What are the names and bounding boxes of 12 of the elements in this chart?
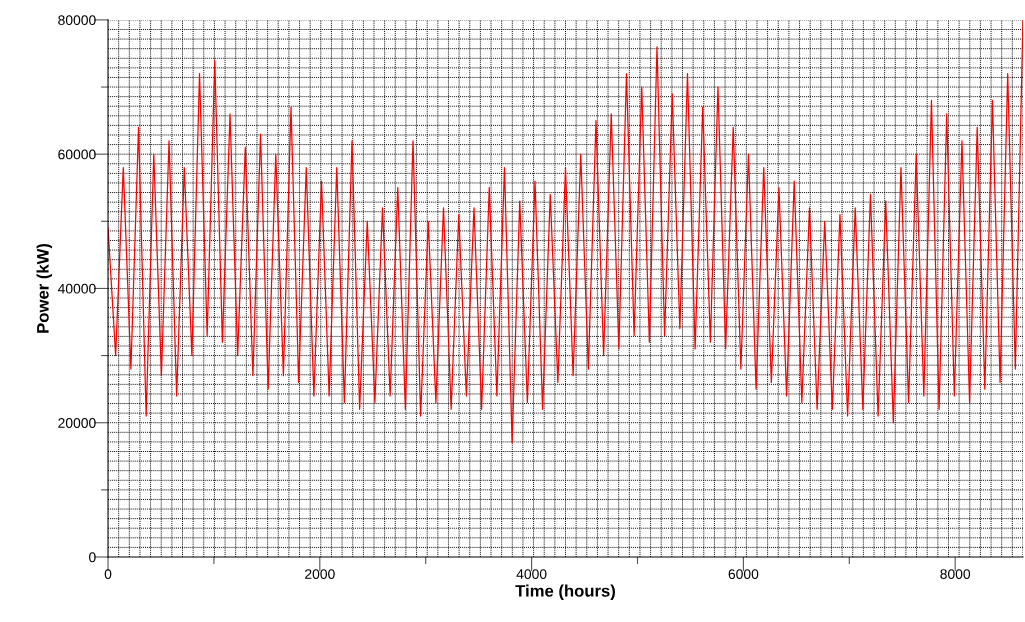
x-tick-label: 6000	[728, 569, 759, 580]
x-tick-label: 0	[104, 569, 112, 580]
y-axis-title: Power (kW)	[36, 243, 53, 333]
y-tick-label: 0	[89, 552, 96, 563]
y-tick-label: 60000	[58, 149, 96, 160]
x-tick-label: 2000	[305, 569, 335, 580]
y-tick-label: 20000	[58, 418, 96, 428]
y-tick-label: 40000	[57, 283, 96, 294]
x-axis-title: Time (hours)	[515, 584, 615, 601]
y-tick-label: 80000	[58, 15, 96, 26]
x-tick-label: 4000	[516, 569, 547, 580]
x-tick-label: 8000	[940, 569, 971, 580]
